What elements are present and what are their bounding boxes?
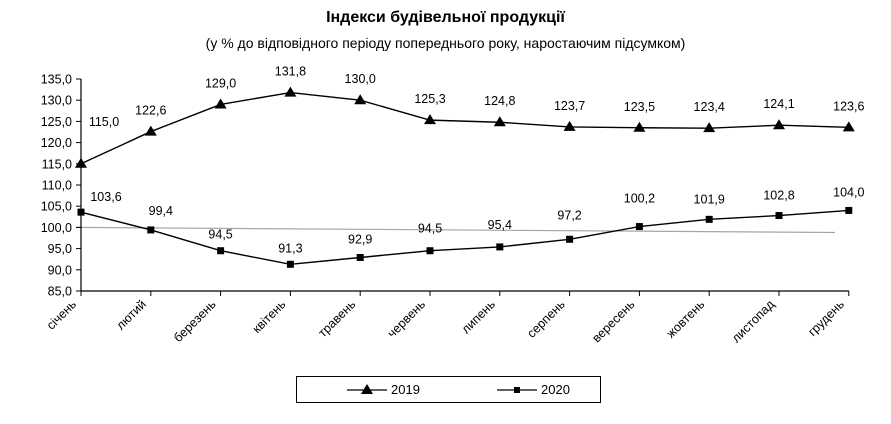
triangle-marker-icon [493, 116, 506, 127]
chart-title: Індекси будівельної продукції [326, 9, 565, 26]
square-marker-icon [77, 208, 85, 216]
data-label: 92,9 [348, 233, 372, 247]
data-label: 125,3 [414, 92, 445, 106]
y-tick-label: 135,0 [41, 73, 72, 87]
triangle-marker-icon [633, 121, 646, 132]
series-group: 115,0 122,6 129,0 131,8 130,0 125,3 124,8 123,7… [75, 65, 864, 268]
data-label: 99,4 [149, 204, 173, 218]
data-label: 124,8 [484, 94, 515, 108]
data-label: 129,0 [205, 76, 236, 90]
legend: 2019 2020 [296, 376, 601, 403]
data-label: 130,0 [345, 72, 376, 86]
series-2020: 103,6 99,4 94,5 91,3 92,9 94,5 95,4 97,2 100,2 10… [77, 185, 864, 268]
x-tick-label: квітень [250, 297, 289, 336]
x-tick-label: липень [459, 297, 498, 336]
data-label: 100,2 [624, 192, 655, 206]
square-marker-icon [356, 254, 364, 262]
data-label: 123,7 [554, 99, 585, 113]
triangle-marker-icon [75, 157, 87, 168]
data-label: 95,4 [488, 218, 512, 232]
data-label: 115,0 [89, 115, 119, 129]
triangle-marker-icon [144, 125, 157, 136]
data-label: 131,8 [275, 65, 306, 79]
triangle-marker-icon [563, 120, 576, 131]
legend-item-2019: 2019 [347, 381, 420, 397]
y-tick-label: 95,0 [48, 242, 72, 256]
square-marker-icon [566, 235, 574, 243]
y-tick-label: 120,0 [41, 136, 72, 150]
x-tick-label: грудень [805, 297, 847, 339]
series-2019: 115,0 122,6 129,0 131,8 130,0 125,3 124,8 123,7… [75, 65, 864, 168]
triangle-marker-icon [354, 94, 367, 105]
data-label: 91,3 [278, 241, 302, 255]
triangle-marker-icon [214, 98, 227, 109]
x-tick-label: червень [385, 297, 428, 340]
x-tick-label: лютий [113, 297, 148, 332]
square-marker-icon [635, 223, 643, 231]
data-label: 102,8 [763, 189, 794, 203]
square-marker-icon [147, 226, 155, 234]
square-marker-icon [217, 247, 225, 255]
triangle-marker-icon [842, 121, 855, 132]
square-marker-icon [286, 260, 294, 268]
y-tick-label: 105,0 [41, 200, 72, 214]
data-label: 103,6 [90, 190, 121, 204]
legend-item-2020: 2020 [497, 381, 570, 397]
triangle-marker-icon [703, 122, 716, 133]
reference-line-100 [75, 226, 836, 234]
x-tick-label: листопад [729, 297, 778, 346]
x-tick-label: жовтень [664, 297, 708, 341]
data-label: 122,6 [135, 104, 166, 118]
data-label: 124,1 [763, 97, 794, 111]
square-marker-icon [845, 206, 853, 214]
reference-line [75, 226, 836, 234]
x-tick-label: травень [316, 297, 359, 340]
square-marker-icon [775, 212, 783, 220]
data-label: 123,4 [694, 100, 725, 114]
x-tick-label: серпень [524, 297, 567, 340]
data-label: 94,5 [208, 228, 232, 242]
data-label: 104,0 [833, 185, 864, 199]
square-marker-icon [497, 387, 537, 393]
y-tick-label: 125,0 [41, 115, 72, 129]
y-tick-label: 90,0 [48, 263, 72, 277]
y-tick-label: 110,0 [42, 179, 72, 193]
square-marker-icon [705, 215, 713, 223]
y-tick-label: 100,0 [41, 221, 72, 235]
data-label: 94,5 [418, 222, 442, 236]
data-label: 123,5 [624, 100, 655, 114]
data-label: 97,2 [557, 208, 581, 222]
triangle-marker-icon [284, 86, 297, 97]
square-marker-icon [496, 243, 504, 251]
square-marker-icon [426, 247, 434, 255]
legend-label: 2020 [541, 381, 570, 397]
x-tick-label: вересень [589, 297, 637, 345]
triangle-marker-icon [773, 119, 785, 130]
triangle-marker-icon [424, 114, 436, 125]
data-label: 123,6 [833, 99, 864, 113]
y-tick-label: 115,0 [42, 157, 72, 171]
y-tick-label: 85,0 [48, 285, 72, 299]
triangle-marker-icon [347, 384, 387, 394]
legend-label: 2019 [391, 381, 420, 397]
chart-subtitle: (у % до відповідного періоду попередньог… [205, 35, 686, 51]
y-tick-label: 130,0 [41, 94, 72, 108]
x-tick-label: січень [44, 297, 79, 332]
x-tick-label: березень [171, 297, 219, 345]
data-label: 101,9 [694, 192, 725, 206]
